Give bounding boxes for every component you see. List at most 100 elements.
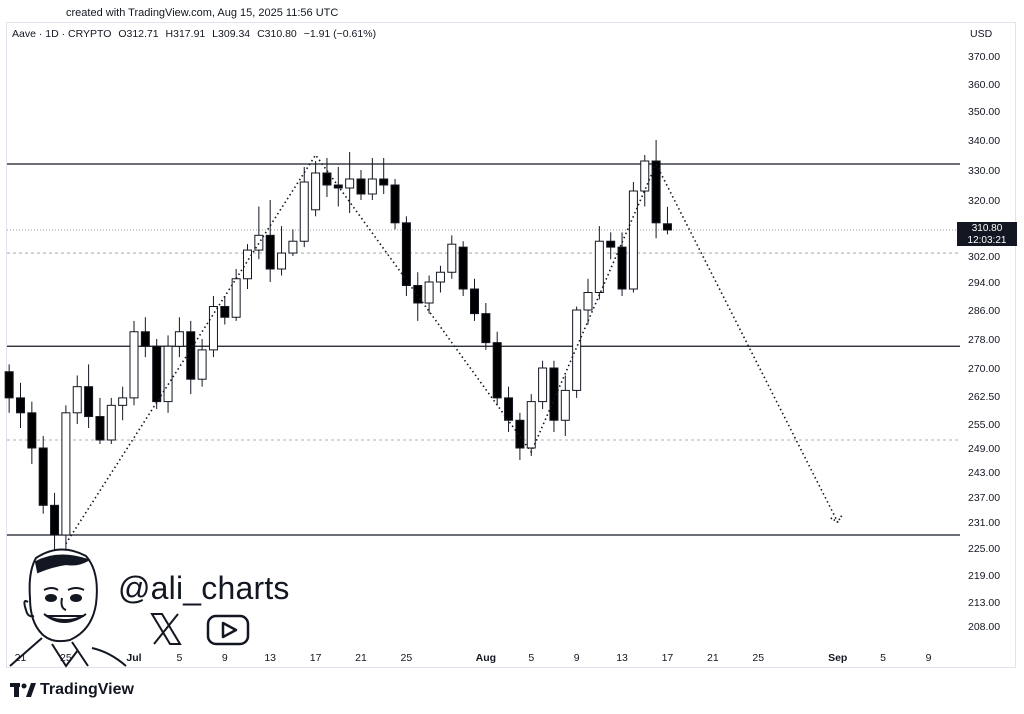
price-tick-label: 278.00 — [968, 334, 1000, 346]
price-tick-label: 262.50 — [968, 391, 1000, 403]
candle[interactable] — [345, 152, 355, 214]
candle[interactable] — [299, 167, 309, 248]
candle[interactable] — [583, 278, 593, 325]
candle-body — [549, 367, 559, 421]
candle[interactable] — [504, 386, 514, 432]
candle[interactable] — [243, 244, 252, 289]
candle[interactable] — [27, 401, 37, 464]
candle[interactable] — [38, 436, 48, 514]
price-tick-label: 231.00 — [968, 517, 1000, 529]
candle[interactable] — [197, 339, 207, 387]
time-tick-label: 21 — [355, 652, 367, 664]
candle[interactable] — [129, 320, 139, 406]
candle-body — [526, 401, 536, 449]
candle[interactable] — [220, 296, 230, 325]
candle[interactable] — [277, 226, 287, 276]
candle[interactable] — [174, 317, 184, 358]
candle[interactable] — [152, 339, 162, 410]
time-tick-label: Aug — [476, 652, 496, 664]
candle[interactable] — [662, 206, 672, 235]
candle[interactable] — [481, 303, 491, 350]
candle[interactable] — [16, 382, 25, 428]
candle-body — [243, 249, 252, 280]
price-tick-label: 208.00 — [968, 621, 1000, 633]
candle[interactable] — [424, 275, 434, 314]
candle-body — [174, 331, 184, 347]
candle[interactable] — [458, 241, 468, 296]
candle-body — [254, 234, 264, 251]
candle-body — [617, 246, 627, 290]
price-tick-label: 286.00 — [968, 305, 1000, 317]
last-price-value: 310.80 — [971, 223, 1003, 234]
candle[interactable] — [560, 375, 570, 436]
candle[interactable] — [231, 269, 241, 321]
candle[interactable] — [606, 232, 616, 260]
candle[interactable] — [470, 278, 479, 321]
x-logo-icon[interactable] — [150, 613, 182, 645]
candle[interactable] — [549, 360, 559, 432]
candle-body — [560, 389, 570, 421]
candle-body — [4, 371, 14, 399]
close-value: C310.80 — [257, 28, 297, 40]
candle[interactable] — [390, 179, 400, 230]
candle[interactable] — [106, 397, 116, 444]
time-tick-label: 25 — [60, 652, 72, 664]
candle[interactable] — [617, 232, 627, 296]
candle-body — [311, 172, 321, 211]
candle[interactable] — [61, 405, 71, 553]
candle-body — [515, 419, 525, 449]
candle[interactable] — [163, 335, 173, 413]
candle[interactable] — [333, 167, 343, 207]
candle-body — [356, 178, 366, 195]
youtube-icon[interactable] — [206, 614, 250, 646]
candle[interactable] — [435, 265, 445, 293]
price-tick-label: 255.00 — [968, 419, 1000, 431]
tradingview-brand[interactable]: TradingView — [10, 681, 134, 699]
open-value: O312.71 — [118, 28, 159, 40]
time-tick-label: Jul — [126, 652, 141, 664]
candle[interactable] — [95, 397, 105, 444]
candle-body — [129, 331, 139, 399]
price-tick-label: 243.00 — [968, 467, 1000, 479]
candle[interactable] — [208, 296, 218, 358]
candle[interactable] — [265, 200, 275, 282]
candle[interactable] — [492, 331, 502, 406]
candle[interactable] — [447, 235, 457, 279]
candle[interactable] — [379, 158, 389, 194]
candle[interactable] — [186, 320, 196, 395]
candle[interactable] — [367, 158, 377, 200]
candle-body — [231, 278, 241, 318]
candle[interactable] — [4, 364, 14, 413]
candle[interactable] — [538, 360, 548, 410]
price-axis: 370.00 360.00 350.00 340.00 330.00 320.00 302.… — [968, 51, 1000, 633]
candle[interactable] — [651, 140, 661, 239]
candle[interactable] — [72, 375, 82, 424]
candle-body — [424, 281, 434, 304]
candle[interactable] — [401, 216, 411, 296]
time-axis: 21 25 Jul 5 9 13 17 21 25 Aug 5 9 13 17 21 25 Sep 5 9 — [15, 652, 932, 664]
candle-body — [594, 240, 604, 294]
candle[interactable] — [118, 386, 128, 421]
ohlc-legend: Aave · 1D · CRYPTO O312.71 H317.91 L309.… — [12, 28, 380, 40]
candle[interactable] — [594, 226, 604, 300]
candle[interactable] — [356, 170, 366, 200]
candle[interactable] — [322, 158, 332, 197]
symbol-label: Aave · 1D · CRYPTO — [12, 28, 112, 40]
candle-body — [197, 349, 207, 380]
candle[interactable] — [628, 182, 638, 293]
candle[interactable] — [311, 161, 321, 217]
candle-body — [208, 306, 218, 351]
candle[interactable] — [515, 412, 525, 460]
candle[interactable] — [572, 306, 582, 398]
candle[interactable] — [413, 272, 423, 321]
candle[interactable] — [84, 364, 94, 428]
candle[interactable] — [288, 229, 298, 256]
caricature-avatar — [9, 548, 127, 668]
candle[interactable] — [254, 206, 264, 260]
candle[interactable] — [140, 317, 150, 358]
candle[interactable] — [526, 394, 536, 456]
candle[interactable] — [640, 155, 650, 207]
price-tick-label: 330.00 — [968, 165, 1000, 177]
candle-body — [61, 412, 71, 536]
